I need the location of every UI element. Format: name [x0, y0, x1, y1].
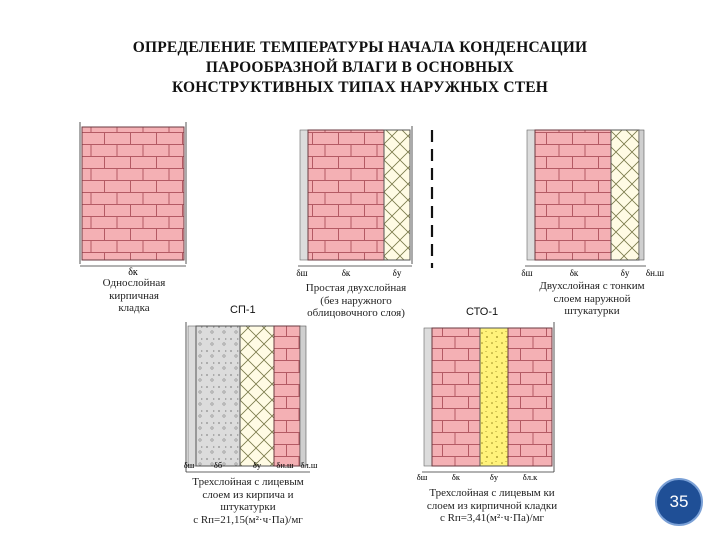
wall-1-dim-0: δк [128, 267, 138, 278]
wall-4-dim-3: δн.ш [276, 460, 294, 470]
wall-3-two-layer-plaster: δш δк δу δн.ш [521, 129, 664, 278]
wall-5-caption: Трехслойная с лицевым ки слоем из кирпич… [426, 487, 558, 524]
wall-3-dim-1: δк [570, 268, 579, 278]
wall-2-dim-0: δш [296, 268, 307, 278]
wall-3-dim-0: δш [521, 268, 532, 278]
wall-4-dim-0: δш [184, 460, 195, 470]
wall-5-dim-0: δш [417, 472, 428, 482]
wall-2-caption: Простая двухслойная (без наружного облиц… [305, 282, 407, 319]
wall-4-sp1: δш δб δу δн.ш δл.ш [184, 322, 318, 473]
wall-5-sto1: δш δк δу δл.к [417, 322, 555, 482]
wall-4-label: СП-1 [230, 304, 256, 316]
wall-2-dim-1: δк [342, 268, 351, 278]
title-line-3: КОНСТРУКТИВНЫХ ТИПАХ НАРУЖНЫХ СТЕН [171, 79, 549, 96]
page-number-badge: 35 [655, 478, 703, 526]
wall-5-dim-1: δк [452, 472, 461, 482]
wall-4-dim-2: δу [253, 460, 262, 470]
title-line-1: ОПРЕДЕЛЕНИЕ ТЕМПЕРАТУРЫ НАЧАЛА КОНДЕНСАЦ… [132, 39, 588, 56]
wall-4-caption: Трехслойная с лицевым слоем из кирпича и… [192, 476, 304, 526]
wall-4-dim-1: δб [214, 460, 222, 470]
wall-2-dim-2: δу [393, 268, 402, 278]
title-line-2: ПАРООБРАЗНОЙ ВЛАГИ В ОСНОВНЫХ [205, 59, 515, 76]
wall-5-label: СТО-1 [466, 306, 499, 318]
wall-3-dim-3: δн.ш [646, 268, 664, 278]
slide-title: ОПРЕДЕЛЕНИЕ ТЕМПЕРАТУРЫ НАЧАЛА КОНДЕНСАЦ… [60, 38, 660, 98]
wall-4-dim-4: δл.ш [301, 460, 318, 470]
wall-1-single-layer: δк [79, 122, 187, 278]
wall-1-caption: Однослойная кирпичная кладка [102, 277, 166, 314]
wall-2-two-layer: δш δк δу [296, 126, 413, 278]
wall-3-dim-2: δу [621, 268, 630, 278]
wall-5-dim-2: δу [490, 472, 499, 482]
wall-5-dim-3: δл.к [523, 472, 538, 482]
wall-3-caption: Двухслойная с тонким слоем наружной штук… [539, 280, 645, 317]
